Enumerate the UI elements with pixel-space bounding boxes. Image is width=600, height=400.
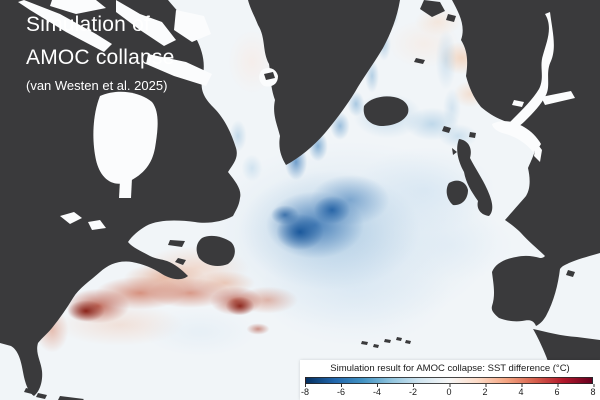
skagerrak-kattegat [492,121,542,162]
colorbar-tick-label: 8 [590,384,596,397]
baltic-sea [503,12,575,131]
title-line-1: Simulation of [26,13,150,36]
swedish-lakes [512,100,524,107]
colorbar-tick-label: 6 [554,384,560,397]
title-citation: (van Westen et al. 2025) [26,78,168,93]
colorbar-panel: Simulation result for AMOC collapse: SST… [300,360,600,400]
prince-edward-island [175,258,186,265]
europe-landmass [452,0,600,326]
svalbard-islands [414,0,456,64]
colorbar-tick-label: 2 [482,384,488,397]
title-line-2: AMOC collapse [26,46,175,69]
colorbar-gradient [305,377,593,384]
colorbar-tick-label: -4 [372,384,382,397]
gulf-of-finland [541,91,575,105]
colorbar-ticks: -8 -6 -4 -2 0 2 4 6 8 [301,384,596,399]
jan-mayen-island [414,58,425,64]
map-title: Simulation of AMOC collapse (van Westen … [26,8,174,96]
disko-island [264,72,275,80]
colorbar-tick-label: -2 [408,384,418,397]
colorbar-tick-label: 0 [446,384,452,397]
balearic-islands [566,270,575,277]
shetland-islands [469,132,476,138]
hebrides-islands [452,148,457,155]
hudson-bay [93,91,158,198]
azores-islands [361,337,411,348]
ireland [446,180,468,206]
greenland-landmass [248,0,400,165]
great-britain [457,139,493,216]
bahamas-cuba-islands [24,388,84,400]
faroe-islands [442,126,451,133]
newfoundland-island [196,235,235,266]
arctic-archipelago-channels [18,0,212,86]
anticosti-island [168,240,185,247]
colorbar-tick-label: -8 [300,384,310,397]
great-lakes [60,212,106,230]
colorbar-tick-label: -6 [336,384,346,397]
colorbar-tick-label: 4 [518,384,524,397]
colorbar-label: Simulation result for AMOC collapse: SST… [330,363,570,374]
iceland-landmass [363,96,409,126]
